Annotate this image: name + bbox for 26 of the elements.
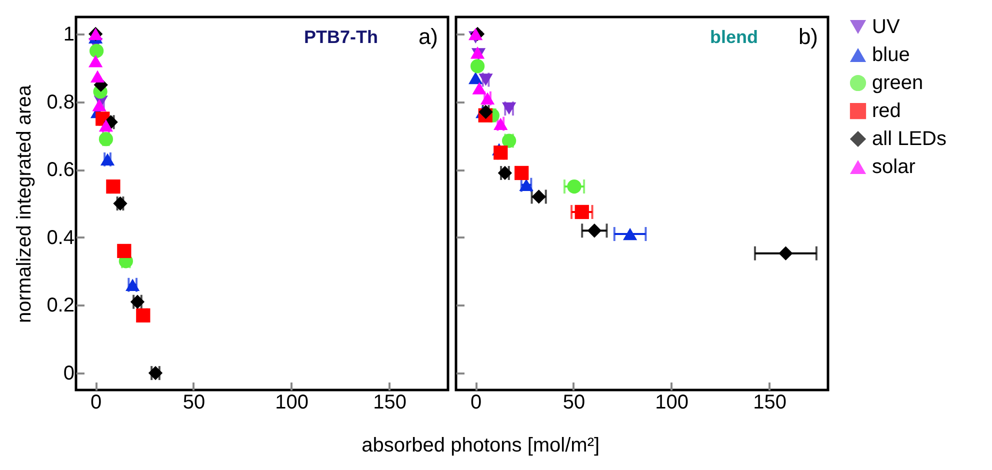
y-tick-label: 0.8 [46,91,74,114]
y-axis-title: normalized integrated area [14,84,36,323]
legend-label: green [872,72,924,94]
x-axis-title: absorbed photons [mol/m²] [362,434,600,456]
x-tick-label: 100 [655,392,689,414]
legend-label: all LEDs [872,128,946,150]
x-tick-label: 150 [373,392,406,414]
x-tick-label: 100 [275,392,309,414]
x-tick-label: 50 [182,392,206,414]
x-tick-label: 50 [562,392,586,414]
legend-label: blue [872,44,910,66]
y-tick-label: 0.2 [46,294,74,317]
legend-label: solar [872,156,916,178]
annotation: b) [798,24,818,49]
x-tick-label: 0 [470,392,482,414]
x-tick-label: 150 [753,392,786,414]
legend-label: red [872,100,901,122]
y-tick-label: 0.6 [46,159,74,182]
y-tick-label: 1 [63,23,74,46]
y-tick-label: 0 [63,362,74,385]
y-tick-label: 0.4 [46,226,74,249]
x-tick-label: 0 [90,392,102,414]
text: PTB7-Th [304,27,378,47]
text: blend [710,27,758,47]
annotation: a) [418,24,438,49]
legend-label: UV [872,16,900,38]
